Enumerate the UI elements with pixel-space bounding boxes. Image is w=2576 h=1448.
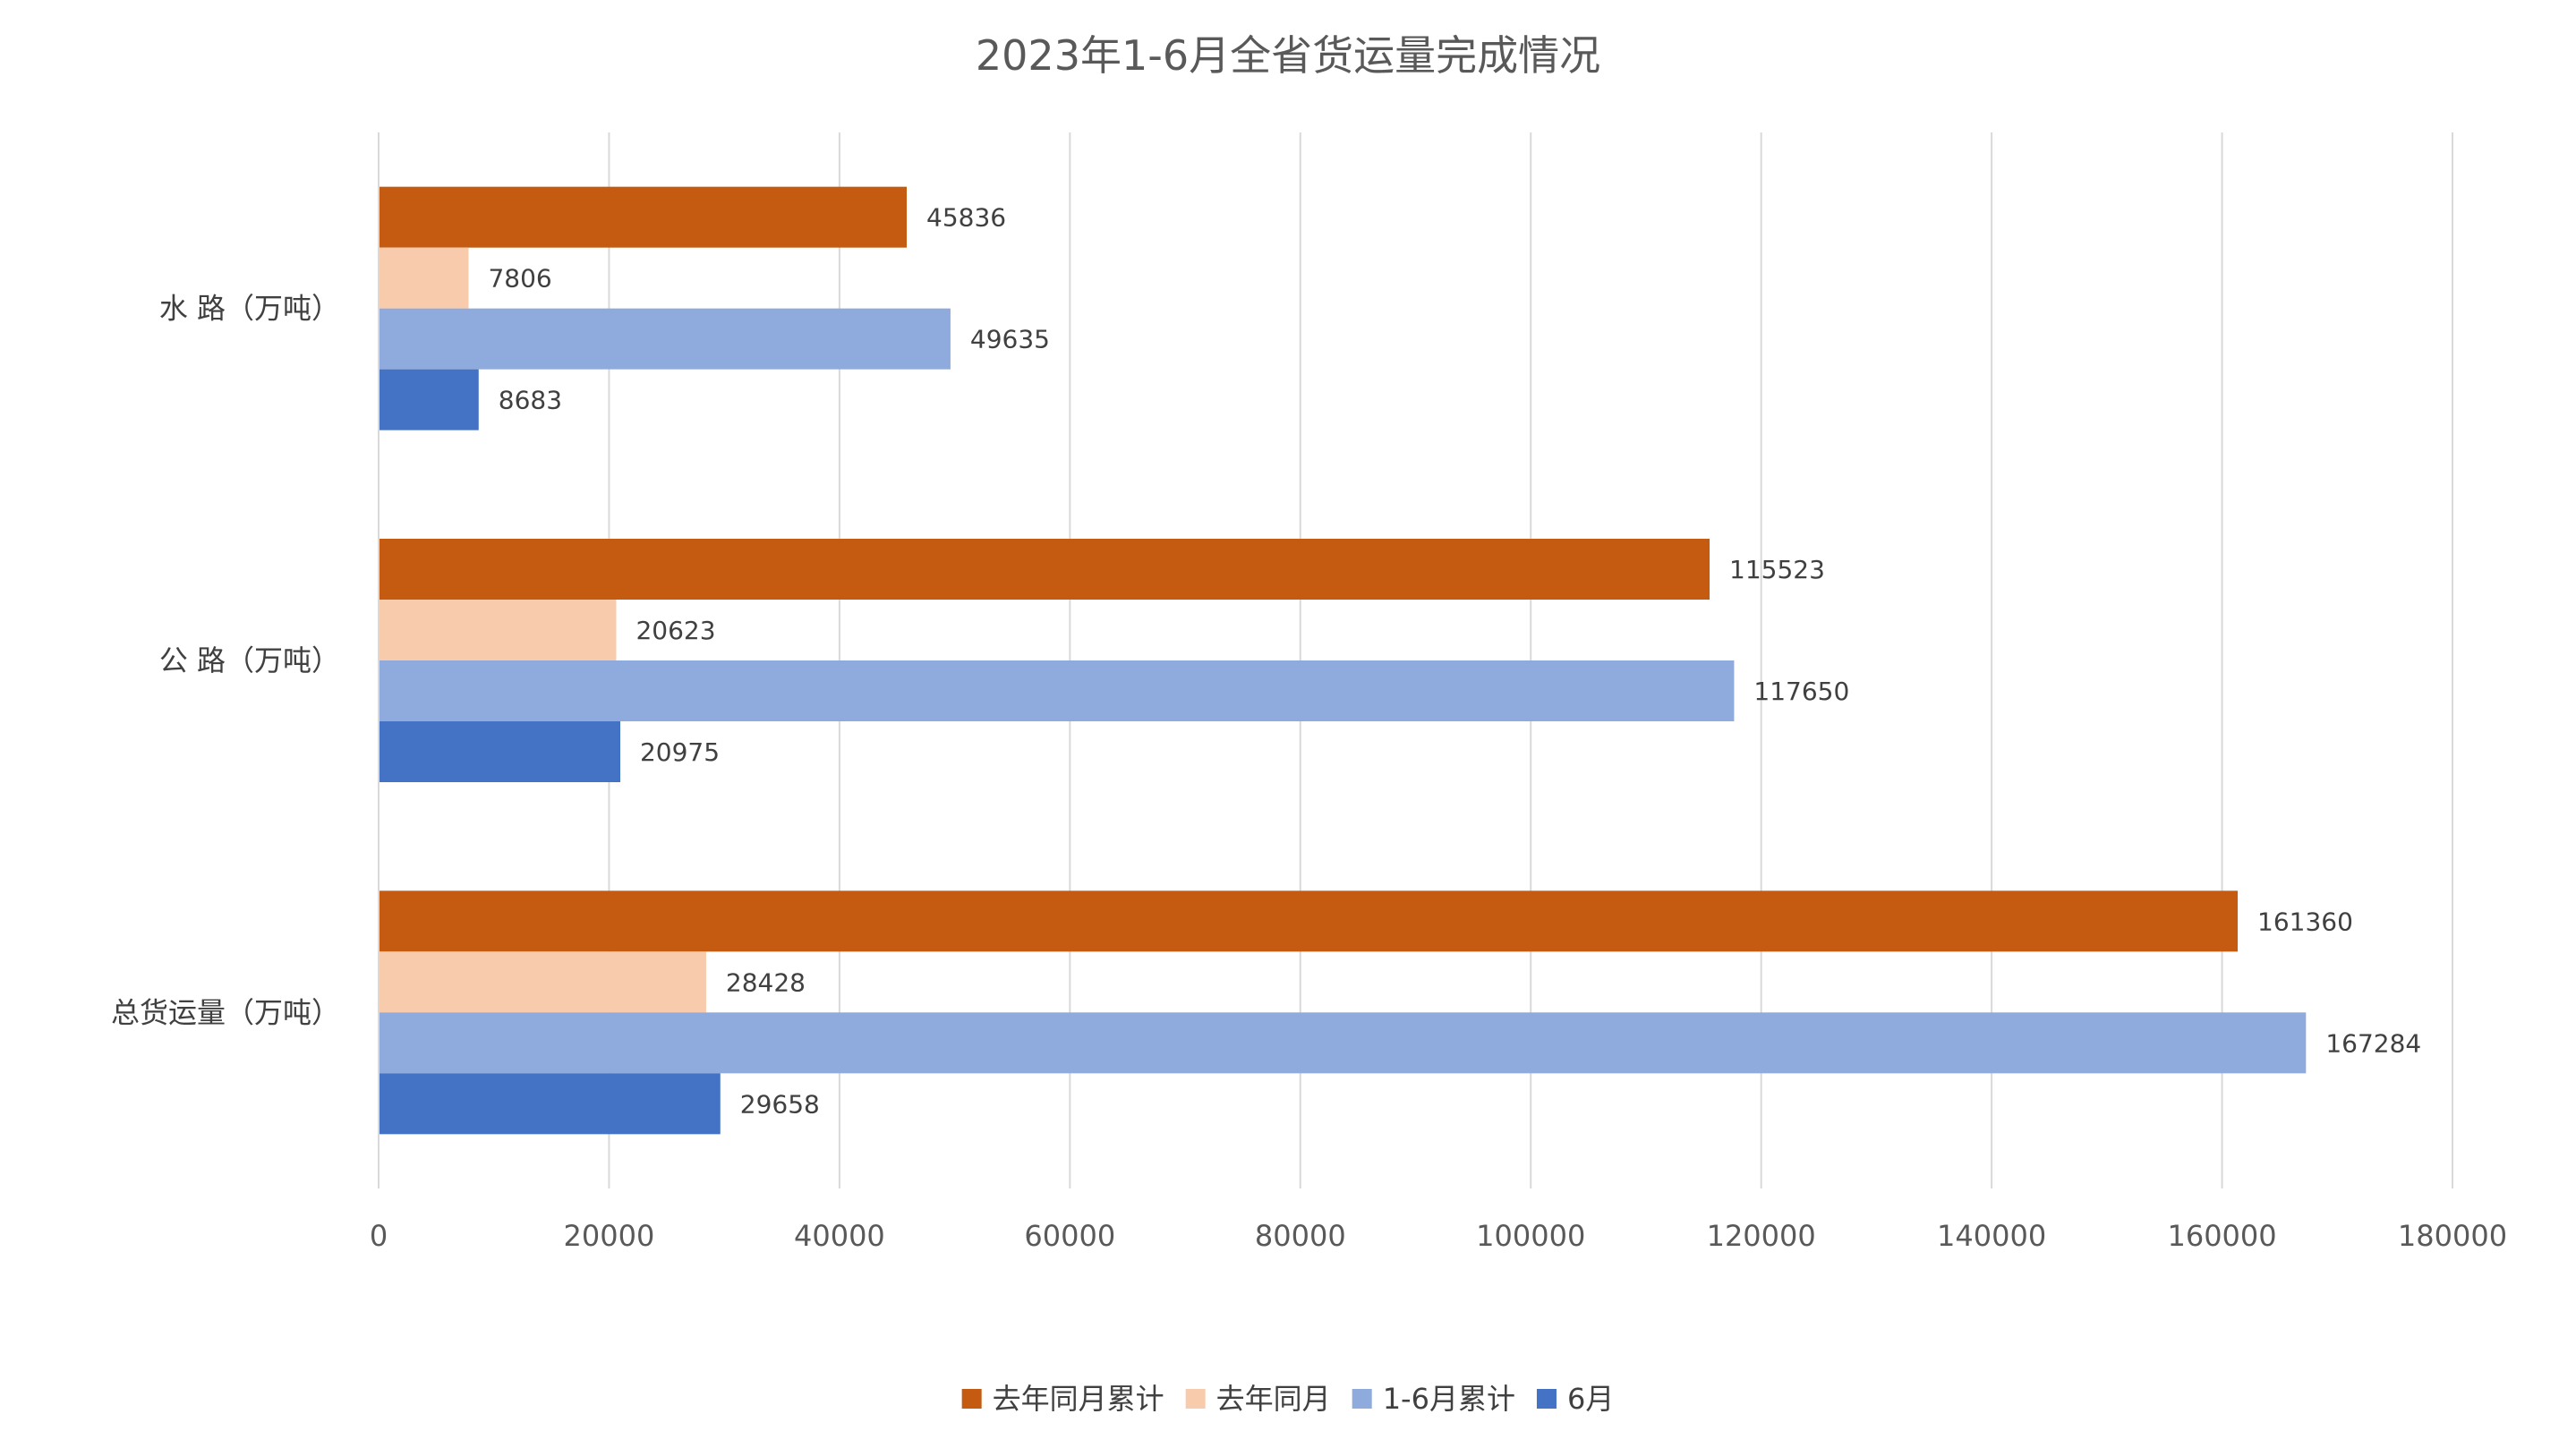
legend-swatch <box>1536 1389 1557 1409</box>
data-label: 7806 <box>488 264 551 294</box>
bar <box>379 1073 721 1135</box>
data-label: 20975 <box>640 737 720 767</box>
legend-item: 去年同月累计 <box>961 1382 1164 1416</box>
data-label: 45836 <box>926 203 1006 233</box>
legend-label: 6月 <box>1567 1382 1614 1416</box>
bar <box>379 308 951 370</box>
legend: 去年同月累计 去年同月 1-6月累计 6月 <box>961 1382 1614 1416</box>
category-axis: 水 路（万吨） 公 路（万吨） 总货运量（万吨） <box>111 132 380 1188</box>
x-tick-label: 80000 <box>1255 1219 1346 1253</box>
legend-item: 1-6月累计 <box>1352 1382 1515 1416</box>
bar <box>379 247 469 309</box>
x-tick-label: 160000 <box>2167 1219 2276 1253</box>
x-tick-label: 120000 <box>1707 1219 1816 1253</box>
category-label: 总货运量（万吨） <box>111 995 340 1029</box>
x-tick-label: 60000 <box>1024 1219 1115 1253</box>
x-tick-label: 20000 <box>564 1219 655 1253</box>
data-label: 29658 <box>740 1089 820 1119</box>
bar <box>379 951 706 1013</box>
bars <box>379 186 2307 1135</box>
bar <box>379 721 620 782</box>
x-tick-label: 100000 <box>1476 1219 1585 1253</box>
data-label: 28428 <box>726 967 806 997</box>
bar <box>379 539 1710 600</box>
legend-label: 去年同月累计 <box>993 1382 1164 1416</box>
legend-item: 6月 <box>1536 1382 1614 1416</box>
chart-title: 2023年1-6月全省货运量完成情况 <box>976 31 1600 80</box>
data-label: 49635 <box>970 325 1050 354</box>
value-axis: 0 20000 40000 60000 80000 100000 120000 140000 1… <box>370 1219 2507 1253</box>
category-label: 公 路（万吨） <box>159 643 340 677</box>
bar <box>379 660 1735 721</box>
legend-swatch <box>1352 1389 1372 1409</box>
data-label: 117650 <box>1753 677 1849 706</box>
data-labels: 45836 7806 49635 8683 115523 20623 117650 20975… <box>488 203 2421 1120</box>
legend-item: 去年同月 <box>1185 1382 1331 1416</box>
bar <box>379 186 908 248</box>
x-tick-label: 140000 <box>1937 1219 2046 1253</box>
data-label: 161360 <box>2257 907 2353 936</box>
x-tick-label: 40000 <box>794 1219 885 1253</box>
bar <box>379 369 479 430</box>
bar <box>379 600 617 660</box>
x-tick-label: 180000 <box>2398 1219 2507 1253</box>
category-label: 水 路（万吨） <box>159 292 340 326</box>
x-tick-label: 0 <box>370 1219 388 1253</box>
data-label: 8683 <box>499 386 562 415</box>
bar <box>379 1012 2307 1074</box>
legend-label: 1-6月累计 <box>1383 1382 1515 1416</box>
legend-swatch <box>961 1389 982 1409</box>
data-label: 20623 <box>635 616 715 645</box>
legend-label: 去年同月 <box>1216 1382 1331 1416</box>
bar <box>379 890 2239 952</box>
data-label: 167284 <box>2325 1028 2421 1058</box>
data-label: 115523 <box>1729 555 1825 584</box>
legend-swatch <box>1185 1389 1206 1409</box>
